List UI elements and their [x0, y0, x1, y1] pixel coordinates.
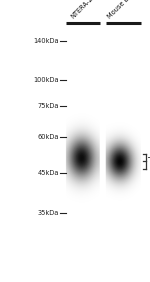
- Text: 35kDa: 35kDa: [38, 210, 59, 216]
- Text: NTERA-2: NTERA-2: [70, 0, 94, 20]
- Text: Mouse brain: Mouse brain: [107, 0, 140, 20]
- Text: 100kDa: 100kDa: [34, 77, 59, 83]
- Text: 60kDa: 60kDa: [38, 134, 59, 140]
- Bar: [66, 23, 100, 238]
- Text: TPH2: TPH2: [148, 157, 150, 166]
- Text: 75kDa: 75kDa: [38, 103, 59, 109]
- Bar: [106, 23, 141, 238]
- Text: 140kDa: 140kDa: [34, 38, 59, 44]
- Text: 45kDa: 45kDa: [38, 170, 59, 177]
